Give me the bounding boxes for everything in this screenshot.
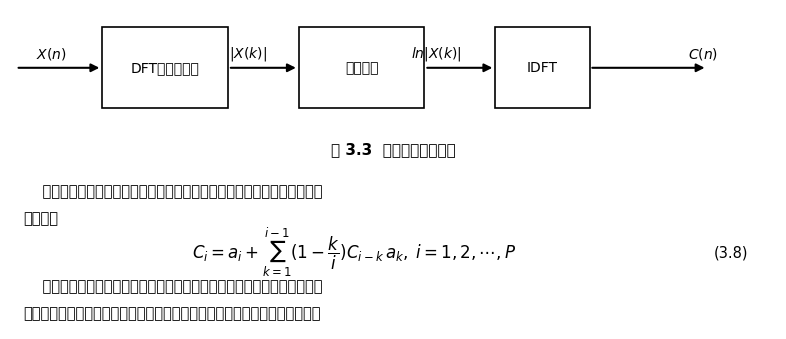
FancyBboxPatch shape xyxy=(102,27,228,108)
Text: DFT变换并求模: DFT变换并求模 xyxy=(130,61,200,75)
FancyBboxPatch shape xyxy=(495,27,590,108)
Text: (3.8): (3.8) xyxy=(714,245,748,260)
Text: 线性预测倒谱参数可以在得到线性预测系数以后，采用一个公式逆推就可: 线性预测倒谱参数可以在得到线性预测系数以后，采用一个公式逆推就可 xyxy=(24,184,322,199)
Text: $C(n)$: $C(n)$ xyxy=(689,46,718,62)
Text: 对数变换: 对数变换 xyxy=(345,61,378,75)
Text: 以得到：: 以得到： xyxy=(24,211,59,226)
Text: $ln|X(k)|$: $ln|X(k)|$ xyxy=(411,45,461,63)
Text: $X(n)$: $X(n)$ xyxy=(36,46,66,62)
Text: 线性预测倒谱系数主要说明的是说话人的声道特征，其优点是能比较彻底: 线性预测倒谱系数主要说明的是说话人的声道特征，其优点是能比较彻底 xyxy=(24,279,322,294)
Text: $C_i = a_i + \sum_{k=1}^{i-1}(1-\dfrac{k}{i})C_{i-k}\,a_k,\;i=1,2,\cdots,P$: $C_i = a_i + \sum_{k=1}^{i-1}(1-\dfrac{k… xyxy=(192,226,516,279)
Text: IDFT: IDFT xyxy=(527,61,558,75)
Text: $|X(k)|$: $|X(k)|$ xyxy=(229,45,266,63)
Text: 的去掉语音产生过程中的激励信息，仅用少量倒谱系数就能非常好的反应语音: 的去掉语音产生过程中的激励信息，仅用少量倒谱系数就能非常好的反应语音 xyxy=(24,306,321,321)
Text: 图 3.3  倒谱系数计算过程: 图 3.3 倒谱系数计算过程 xyxy=(331,142,455,157)
FancyBboxPatch shape xyxy=(299,27,424,108)
